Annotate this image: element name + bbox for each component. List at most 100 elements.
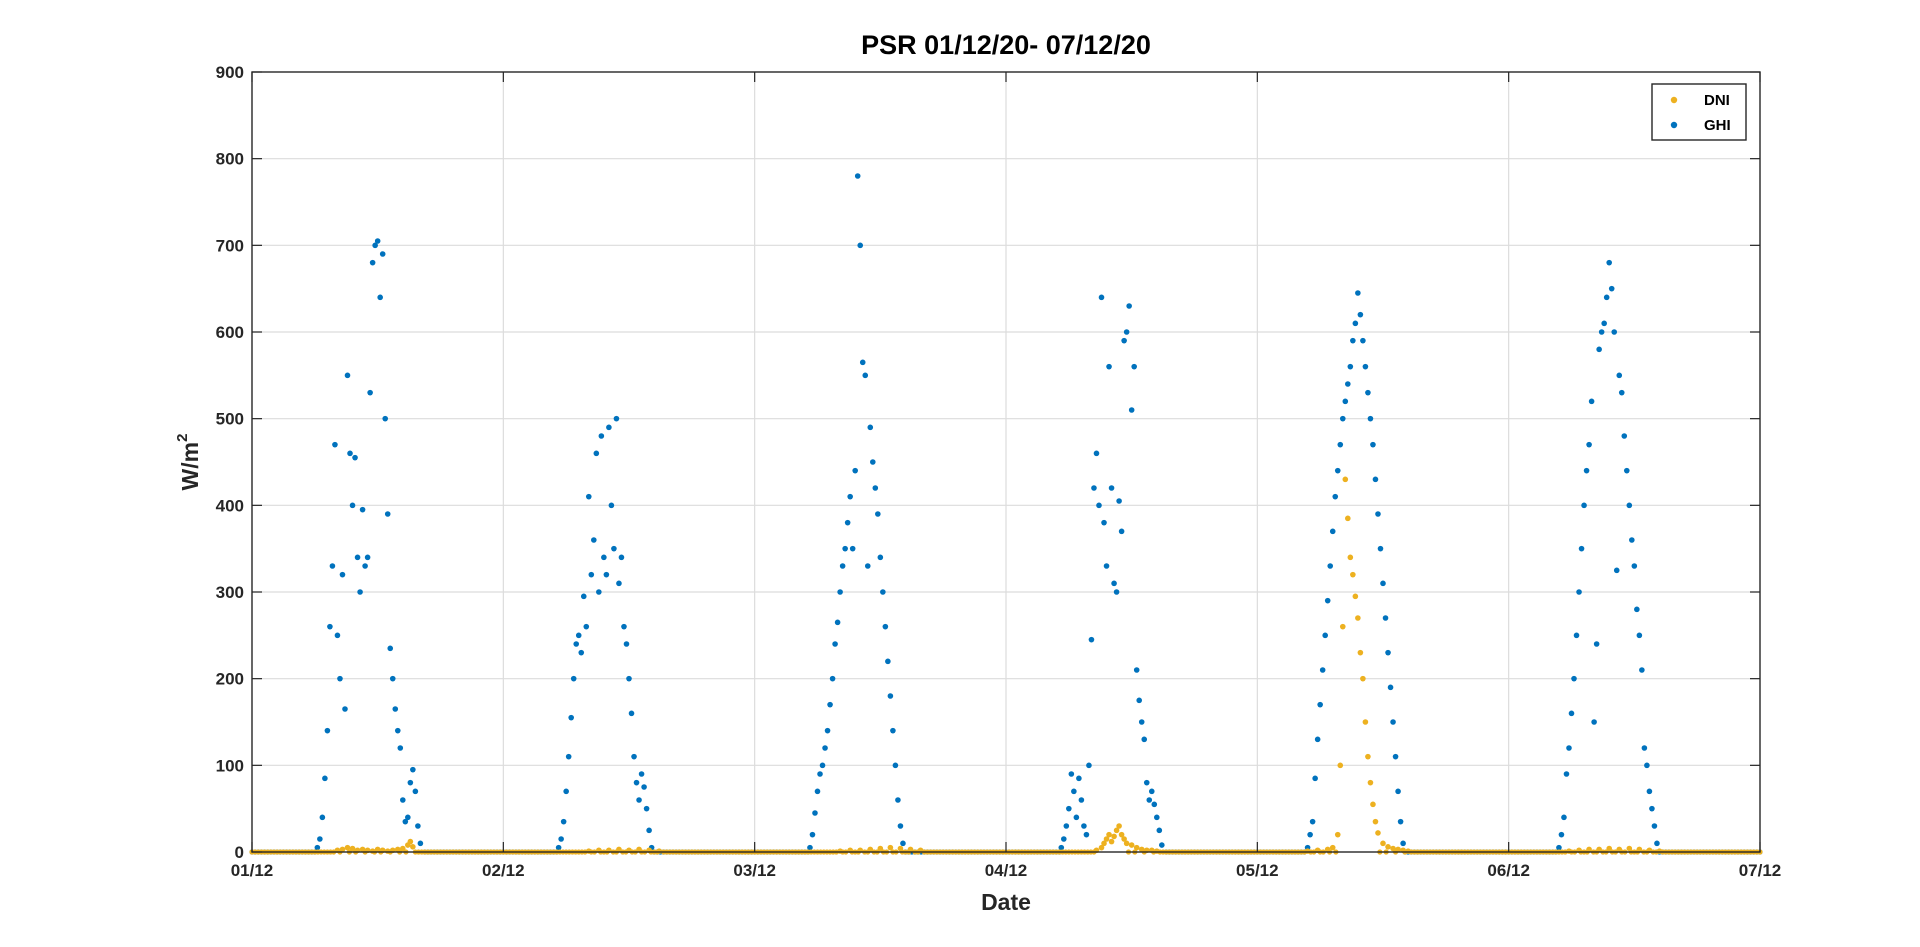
ghi-point: [1086, 762, 1092, 769]
ghi-point: [1083, 831, 1090, 838]
ghi-point: [829, 675, 836, 682]
dni-point: [837, 848, 843, 854]
ghi-point: [1390, 719, 1396, 725]
y-axis-title-base: W/m: [177, 442, 203, 491]
ghi-point: [1133, 667, 1140, 673]
ghi-point: [1156, 827, 1163, 834]
ghi-point: [1395, 788, 1401, 795]
ghi-point: [626, 675, 632, 682]
ghi-point: [354, 554, 361, 561]
ghi-point: [400, 797, 406, 803]
x-axis-title: Date: [981, 889, 1031, 915]
dni-point: [1106, 831, 1112, 838]
data-points: [249, 173, 1763, 855]
ghi-point: [844, 519, 851, 526]
ghi-point: [1387, 684, 1394, 691]
ghi-point: [1088, 636, 1095, 643]
dni-point: [1636, 846, 1643, 853]
ghi-point: [1106, 363, 1112, 370]
ghi-point: [1593, 641, 1600, 647]
ghi-point: [342, 706, 348, 712]
ghi-point: [880, 589, 886, 595]
dni-point: [1606, 845, 1612, 852]
ghi-point: [1566, 745, 1572, 751]
ghi-point: [1651, 823, 1658, 829]
y-axis-title: W/m2: [174, 434, 203, 491]
ghi-point: [362, 563, 368, 569]
dni-point: [656, 848, 662, 854]
ghi-point: [814, 788, 821, 795]
ghi-point: [603, 571, 610, 578]
dni-point: [616, 846, 622, 853]
ghi-point: [849, 545, 856, 552]
x-tick-label: 06/12: [1487, 861, 1530, 880]
ghi-point: [1131, 363, 1137, 370]
ghi-point: [643, 805, 650, 812]
ghi-point: [1319, 667, 1326, 673]
dni-point: [636, 846, 642, 853]
ghi-point: [1108, 485, 1115, 491]
ghi-point: [1345, 381, 1351, 387]
ghi-point: [347, 450, 353, 457]
dni-point: [1385, 844, 1391, 850]
ghi-point: [834, 619, 841, 626]
ghi-point: [1123, 329, 1130, 335]
dni-point: [1370, 801, 1376, 808]
ghi-point: [1571, 675, 1577, 682]
dni-point: [1566, 848, 1572, 854]
dni-legend-marker: [1670, 96, 1678, 104]
ghi-point: [1634, 606, 1640, 613]
ghi-point: [359, 506, 366, 513]
ghi-point: [397, 745, 404, 751]
dni-point: [1350, 571, 1356, 578]
dni-point: [1380, 840, 1386, 847]
dni-point: [407, 838, 414, 845]
ghi-point: [882, 623, 889, 630]
ghi-point: [1118, 528, 1125, 535]
ghi-point: [839, 563, 846, 569]
ghi-point: [1136, 697, 1143, 704]
ghi-point: [1116, 498, 1122, 504]
ghi-point: [1138, 719, 1145, 725]
ghi-point: [1392, 753, 1399, 760]
ghi-point: [570, 675, 577, 682]
dni-point: [1405, 848, 1411, 854]
ghi-point: [854, 173, 861, 179]
ghi-point: [1606, 259, 1612, 266]
ghi-point: [324, 727, 331, 734]
ghi-point: [867, 424, 874, 431]
ghi-point: [377, 294, 383, 301]
ghi-point: [872, 485, 879, 491]
ghi-point: [837, 589, 843, 595]
ghi-point: [1618, 389, 1625, 396]
ghi-point: [852, 467, 858, 474]
ghi-point: [382, 415, 389, 422]
dni-point: [410, 844, 416, 850]
ghi-point: [900, 840, 906, 847]
ghi-point: [327, 623, 333, 630]
ghi-point: [372, 242, 378, 249]
ghi-point: [1603, 294, 1610, 301]
ghi-point: [1113, 589, 1120, 595]
ghi-point: [1066, 805, 1072, 812]
ghi-point: [314, 844, 321, 851]
ghi-point: [379, 251, 386, 257]
ghi-point: [352, 454, 358, 461]
dni-point: [1342, 476, 1349, 483]
ghi-point: [1078, 797, 1085, 803]
ghi-point: [412, 788, 419, 795]
ghi-point: [601, 554, 607, 561]
dni-point: [1121, 836, 1127, 842]
ghi-point: [1360, 337, 1366, 344]
ghi-point: [1616, 372, 1623, 379]
ghi-point: [1639, 667, 1645, 673]
ghi-point: [1357, 311, 1364, 318]
ghi-point: [1561, 814, 1567, 821]
ghi-point: [1073, 814, 1080, 821]
ghi-point: [1126, 303, 1132, 309]
dni-point: [1626, 845, 1633, 852]
ghi-point: [1400, 840, 1406, 847]
ghi-point: [568, 714, 574, 721]
ghi-point: [417, 840, 424, 847]
dni-point: [349, 845, 356, 852]
